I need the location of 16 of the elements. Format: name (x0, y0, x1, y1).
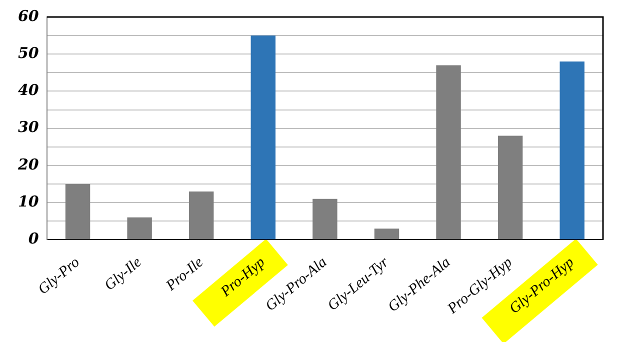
bar (250, 36, 276, 240)
bar (65, 184, 90, 240)
y-tick-label: 20 (17, 155, 40, 174)
y-tick-label: 50 (18, 44, 40, 62)
y-tick-label: 40 (18, 81, 40, 100)
bar (498, 136, 523, 240)
bar (436, 65, 461, 240)
bar (312, 198, 338, 240)
bar (127, 217, 152, 240)
y-tick-label: 0 (28, 230, 40, 248)
y-tick-label: 10 (18, 192, 40, 210)
y-tick-label: 30 (18, 118, 40, 136)
bar (374, 228, 400, 240)
bar (560, 62, 584, 240)
y-tick-label: 60 (18, 6, 40, 25)
bar (188, 191, 214, 240)
